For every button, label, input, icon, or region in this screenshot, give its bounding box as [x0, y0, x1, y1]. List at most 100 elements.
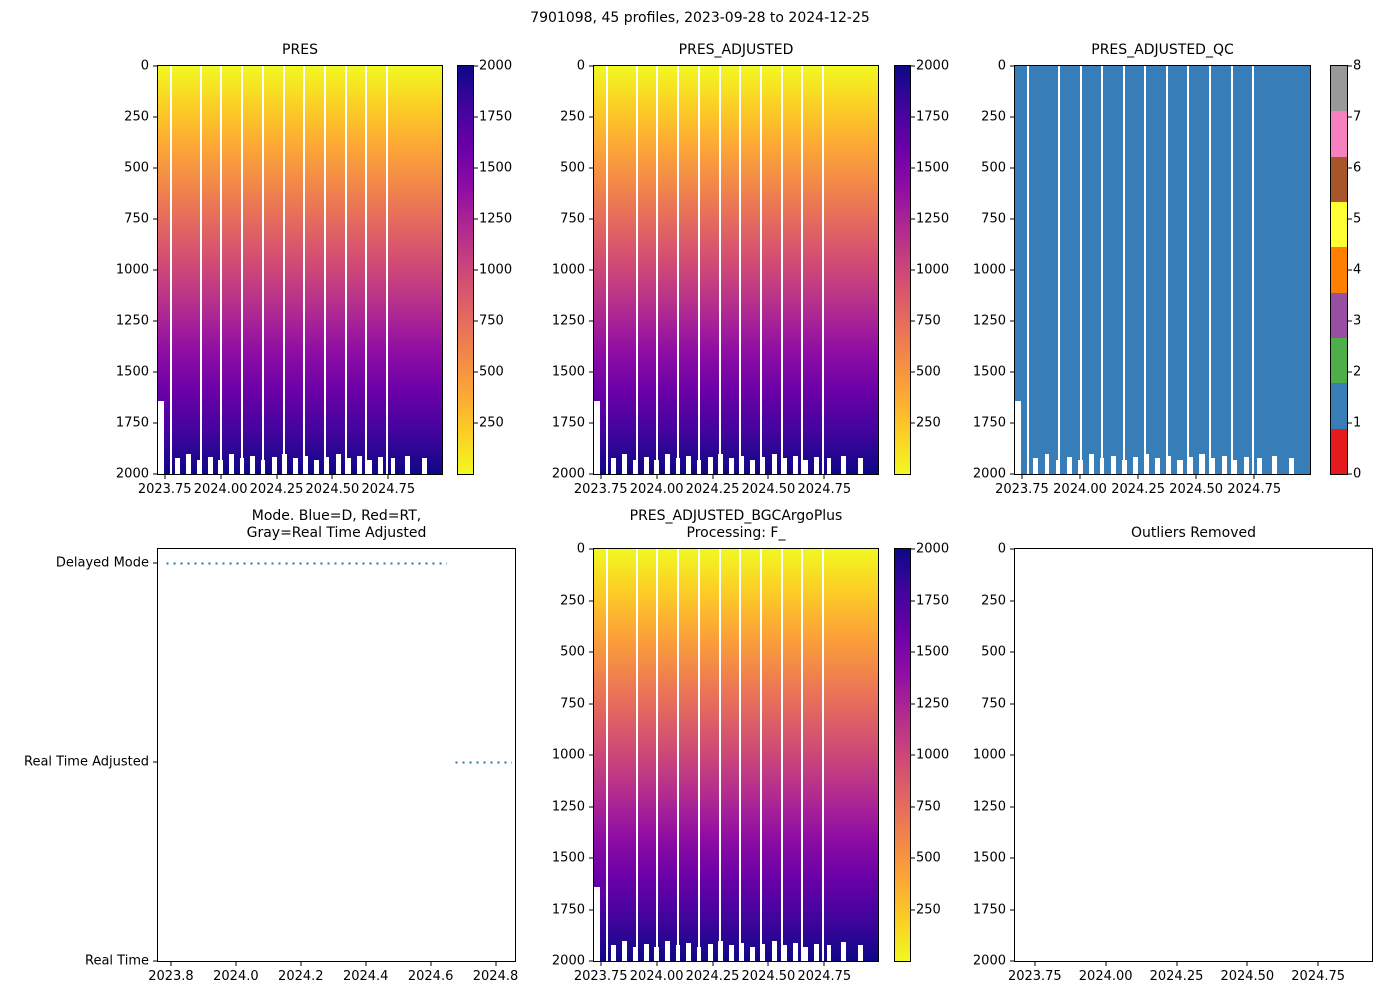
- profile-gap: [801, 549, 804, 961]
- y-tick-label: 1250: [115, 313, 149, 329]
- colorbar-segment: [1331, 428, 1347, 474]
- profile-bottom-notch: [1289, 457, 1295, 474]
- profile-gap: [605, 549, 608, 961]
- colorbar-tick-mark: [911, 600, 915, 601]
- profile-gap: [605, 66, 608, 474]
- profile-bottom-notch: [1188, 456, 1193, 474]
- colorbar-tick-mark: [911, 703, 915, 704]
- y-tick-label: 500: [981, 160, 1006, 176]
- profile-bottom-notch: [760, 943, 766, 961]
- profile-bottom-notch: [1099, 458, 1105, 474]
- profile-bottom-notch: [718, 454, 723, 474]
- y-tick-label: 750: [981, 211, 1006, 227]
- y-tick-mark: [1010, 218, 1014, 220]
- x-tick-label: 2024.50: [305, 482, 360, 497]
- profile-bottom-notch: [1177, 459, 1183, 474]
- y-tick-label: 250: [981, 109, 1006, 125]
- x-tick-mark: [656, 475, 658, 479]
- y-tick-label: 1250: [972, 313, 1006, 329]
- colorbar-tick-mark: [911, 857, 915, 859]
- profile-gap: [261, 66, 264, 474]
- y-tick-label: 1000: [972, 747, 1006, 763]
- y-tick-mark: [1010, 806, 1014, 807]
- profile-gap: [801, 66, 804, 474]
- profile-bottom-notch: [760, 456, 766, 474]
- y-tick-mark: [589, 422, 593, 424]
- y-tick-mark: [1010, 116, 1014, 118]
- colorbar-segment: [1331, 202, 1347, 248]
- profile-bottom-notch: [782, 458, 787, 474]
- y-tick-mark: [1010, 422, 1014, 424]
- axes-title-pres-adjusted: PRES_ADJUSTED: [678, 42, 794, 58]
- profile-bottom-notch: [792, 942, 798, 961]
- colorbar-tick-label: 2000: [479, 58, 513, 74]
- x-tick-label: 2024.75: [797, 482, 852, 497]
- colorbar-tick-mark: [911, 548, 915, 550]
- y-tick-label: 250: [560, 109, 585, 125]
- axes-pres-adjusted-qc: PRES_ADJUSTED_QC 0 250 500 750 1000 1250 1500 1…: [973, 42, 1311, 497]
- y-tick-mark: [1010, 269, 1014, 271]
- profile-gap: [697, 66, 700, 474]
- colorbar-tick-label: 1750: [479, 109, 513, 125]
- colorbar-tick-mark: [911, 320, 915, 322]
- profile-bottom-notch: [186, 454, 191, 474]
- profile-gap: [1208, 66, 1211, 474]
- profile-bottom-notch: [390, 458, 396, 474]
- profile-gap: [759, 66, 762, 474]
- profile-bottom-notch: [622, 941, 627, 961]
- colorbar-tick-mark: [474, 116, 478, 118]
- colorbar-tick-label: 1500: [916, 644, 950, 660]
- colorbar-tick-mark: [474, 422, 478, 424]
- profile-bottom-notch: [594, 886, 600, 961]
- profile-bottom-notch: [1210, 458, 1215, 474]
- y-tick-mark: [589, 473, 593, 475]
- profile-bottom-notch: [378, 456, 384, 474]
- profile-gap: [282, 66, 285, 474]
- x-tick-label: 2024.75: [797, 969, 852, 984]
- x-tick-mark: [767, 475, 769, 479]
- colorbar-tick-label: 3: [1353, 313, 1362, 329]
- profile-bottom-notch: [1199, 454, 1205, 474]
- y-tick-mark: [153, 320, 157, 322]
- y-tick-label: 1750: [551, 415, 585, 431]
- colorbar-segment: [1331, 247, 1347, 293]
- x-tick-label: 2024.00: [193, 482, 248, 497]
- x-tick-mark: [220, 475, 222, 479]
- x-tick-mark: [712, 962, 714, 966]
- colorbar-tick-label: 1250: [479, 211, 513, 227]
- colorbar-tick-label: 1500: [479, 160, 513, 176]
- profile-bottom-notch: [250, 456, 256, 474]
- x-tick-mark: [712, 475, 714, 479]
- profile-bottom-notch: [633, 459, 638, 474]
- x-tick-label: 2024.25: [685, 482, 740, 497]
- y-tick-label: 2000: [551, 953, 585, 969]
- colorbar-tick-label: 750: [916, 799, 941, 814]
- profile-gap: [1252, 66, 1255, 474]
- colorbar-segment: [1331, 338, 1347, 384]
- profile-bottom-notch: [1155, 458, 1161, 474]
- colorbar-tick-label: 1750: [916, 109, 950, 125]
- x-tick-mark: [300, 962, 302, 966]
- x-tick-label: 2024.00: [1078, 969, 1133, 984]
- profile-gap: [199, 66, 202, 474]
- colorbar-tick-mark: [1348, 269, 1352, 271]
- y-tick-mark: [589, 909, 593, 910]
- axes-mode: Mode. Blue=D, Red=RT, Gray=Real Time Adj…: [24, 508, 518, 984]
- colorbar-tick-mark: [474, 167, 478, 169]
- profile-bottom-notch: [707, 456, 713, 474]
- x-tick-label: 2023.75: [137, 482, 192, 497]
- x-tick-label: 2023.75: [573, 482, 628, 497]
- y-tick-mark: [1010, 857, 1014, 859]
- profile-bottom-notch: [686, 942, 692, 961]
- y-tick-label: Real Time Adjusted: [24, 754, 149, 770]
- profile-bottom-notch: [1121, 459, 1127, 474]
- profile-gap: [344, 66, 347, 474]
- profile-gap: [635, 66, 638, 474]
- x-tick-label: 2023.8: [148, 969, 194, 984]
- profile-bottom-notch: [696, 459, 702, 474]
- profile-bottom-notch: [158, 400, 164, 474]
- x-tick-label: 2024.50: [1169, 482, 1224, 497]
- figure-title: 7901098, 45 profiles, 2023-09-28 to 2024…: [530, 10, 870, 26]
- profile-bottom-notch: [707, 943, 713, 961]
- colorbar-tick-mark: [911, 269, 915, 271]
